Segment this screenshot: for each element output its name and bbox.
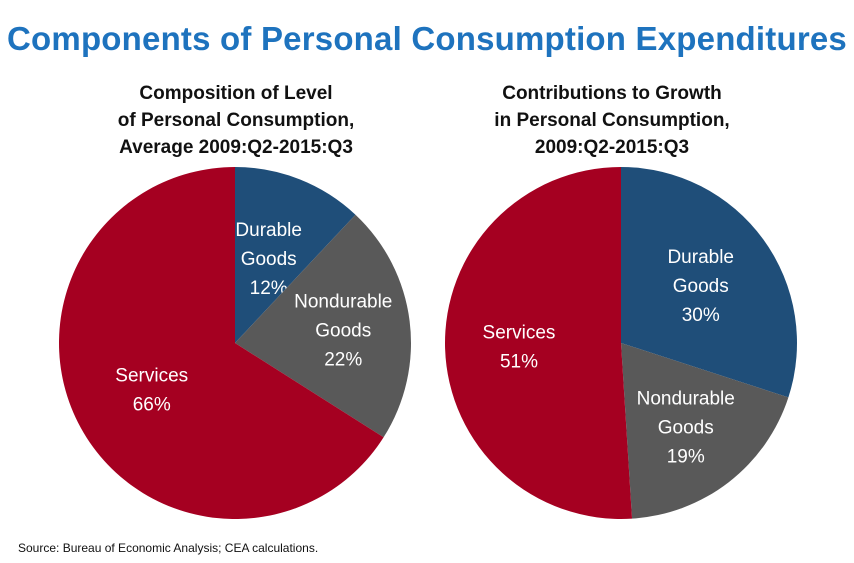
pie-slice [235, 214, 411, 438]
slice-label-line: Durable [235, 220, 302, 241]
slice-label-line: 51% [500, 352, 538, 373]
chart-title-line: 2009:Q2-2015:Q3 [534, 137, 690, 158]
slice-label-line: 12% [250, 278, 288, 299]
slice-label-line: Nondurable [637, 388, 735, 409]
pie-slice [235, 167, 356, 343]
slice-label-line: Durable [667, 247, 734, 268]
pie-slice [58, 167, 384, 519]
slice-label: Services 51% [483, 323, 556, 373]
chart-title-contributions: Contributions to Growth in Personal Cons… [462, 80, 762, 161]
slice-label-line: 19% [667, 446, 705, 467]
pie-chart-2: Durable Goods 30% Nondurable Goods 19% Service… [445, 167, 797, 519]
slice-label: Services 66% [115, 365, 188, 415]
slice-label-line: Goods [315, 320, 371, 341]
slice-label-line: Nondurable [294, 291, 392, 312]
source-note: Source: Bureau of Economic Analysis; CEA… [18, 541, 319, 555]
chart-title-line: Contributions to Growth [502, 83, 722, 104]
slice-label: Durable Goods 30% [667, 247, 734, 326]
pie-slice [621, 343, 789, 519]
pie-slice [445, 167, 633, 519]
chart-title-line: of Personal Consumption, [117, 110, 355, 131]
page-title: Components of Personal Consumption Expen… [7, 20, 847, 57]
slice-label-line: Services [115, 365, 188, 386]
slice-label-line: Goods [658, 417, 714, 438]
slice-label: Nondurable Goods 19% [637, 388, 735, 467]
slice-label-line: 30% [682, 305, 720, 326]
chart-title-composition: Composition of Level of Personal Consump… [86, 80, 386, 161]
chart-title-line: in Personal Consumption, [494, 110, 730, 131]
chart-title-line: Composition of Level [139, 83, 333, 104]
pie-slice [621, 167, 797, 398]
pie-chart-1: Durable Goods 12% Nondurable Goods 22% Service… [58, 167, 411, 519]
chart-title-line: Average 2009:Q2-2015:Q3 [119, 137, 353, 158]
slice-label-line: Goods [673, 276, 729, 297]
slice-label: Nondurable Goods 22% [294, 291, 392, 370]
slice-label-line: Goods [241, 249, 297, 270]
slice-label-line: 66% [133, 394, 171, 415]
slice-label-line: 22% [324, 349, 362, 370]
slice-label: Durable Goods 12% [235, 220, 302, 299]
slice-label-line: Services [483, 323, 556, 344]
